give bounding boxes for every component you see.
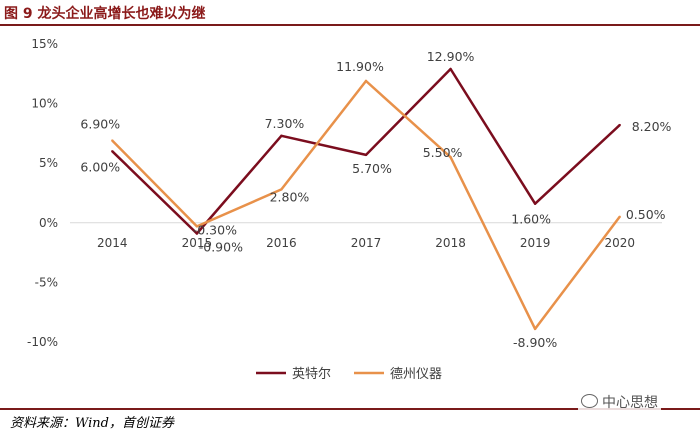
data-label: 1.60%	[511, 212, 551, 227]
data-point	[449, 67, 452, 71]
data-label: 5.50%	[423, 145, 463, 160]
data-label: -0.90%	[199, 240, 243, 255]
data-point	[111, 150, 114, 153]
y-tick-label: -5%	[35, 275, 58, 289]
figure-title: 图 9 龙头企业高增长也难以为继	[4, 6, 206, 22]
y-tick-label: 10%	[31, 97, 58, 111]
data-label: -8.90%	[513, 335, 557, 350]
data-label: 6.90%	[80, 117, 120, 132]
data-label: 2.80%	[270, 189, 310, 204]
y-tick-label: -10%	[27, 335, 58, 349]
data-label: 0.50%	[626, 207, 666, 222]
data-point	[618, 123, 621, 127]
data-label: 12.90%	[427, 49, 475, 64]
x-tick-label: 2014	[97, 236, 128, 250]
data-label: 11.90%	[336, 59, 384, 74]
data-label: 5.70%	[352, 161, 392, 176]
data-label: -0.30%	[193, 222, 237, 237]
line-chart: -10% -5% 0% 5% 10% 15% 2014 2015 2016 2017 2018 201…	[27, 37, 672, 382]
data-label: 6.00%	[80, 159, 120, 174]
data-point	[195, 232, 199, 235]
data-point	[280, 188, 283, 191]
x-tick-label: 2018	[435, 236, 466, 250]
data-point	[280, 134, 283, 137]
x-tick-label: 2016	[266, 236, 297, 250]
x-tick-label: 2015	[182, 236, 213, 250]
data-point	[449, 156, 452, 159]
data-label: 7.30%	[265, 116, 305, 131]
data-point	[195, 225, 199, 228]
legend-label: 德州仪器	[390, 367, 442, 382]
data-label: 8.20%	[632, 119, 672, 134]
watermark-text: 中心思想	[602, 395, 658, 411]
y-tick-label: 5%	[39, 156, 58, 170]
watermark: 中心思想	[578, 392, 661, 412]
x-tick-label: 2020	[604, 236, 635, 250]
data-point	[618, 215, 621, 219]
x-tick-label: 2019	[520, 236, 551, 250]
x-tick-label: 2017	[351, 236, 382, 250]
y-tick-label: 0%	[39, 216, 58, 230]
series-line-ti	[111, 79, 621, 331]
data-point	[111, 139, 114, 142]
data-point	[364, 79, 368, 83]
y-tick-label: 15%	[31, 37, 58, 51]
title-divider	[0, 24, 700, 26]
footer-divider	[0, 408, 700, 410]
series-line-intel	[111, 67, 621, 235]
data-point	[533, 327, 537, 331]
source-note: 资料来源：Wind，首创证券	[10, 416, 174, 431]
legend-label: 英特尔	[292, 367, 331, 382]
wechat-icon	[581, 394, 598, 408]
data-point	[533, 202, 537, 205]
data-point	[364, 153, 368, 157]
